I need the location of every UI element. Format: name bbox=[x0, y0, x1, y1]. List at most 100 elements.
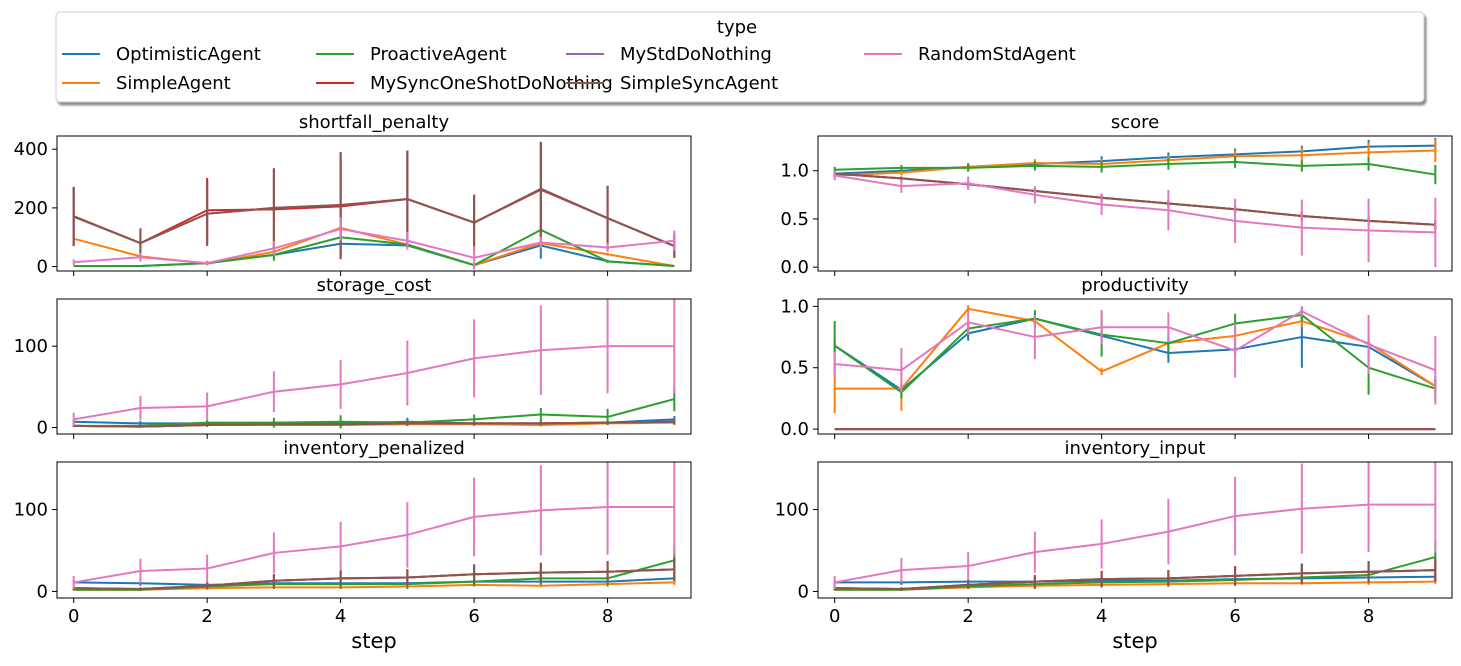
subplot-inventory_input: inventory_input 0 100 0 2 4 6 8 step bbox=[775, 438, 1453, 653]
y-tick-label: 400 bbox=[14, 139, 48, 160]
series-RandomStdAgent bbox=[72, 299, 676, 426]
series-line bbox=[73, 187, 675, 247]
x-tick-label: 0 bbox=[68, 606, 79, 627]
y-tick-label: 0.5 bbox=[780, 358, 809, 379]
series-line bbox=[73, 345, 675, 421]
series-line bbox=[834, 172, 1436, 226]
subplot-title: score bbox=[1111, 112, 1159, 133]
legend-entry: SimpleSyncAgent bbox=[566, 73, 778, 94]
subplot-shortfall_penalty: shortfall_penalty 0 200 400 bbox=[14, 112, 692, 278]
series-OptimisticAgent bbox=[833, 306, 1437, 396]
plot-area bbox=[72, 299, 676, 429]
y-tick-label: 0 bbox=[37, 581, 48, 602]
x-tick-label: 4 bbox=[335, 606, 346, 627]
axes-frame bbox=[56, 298, 692, 435]
plot-area bbox=[833, 137, 1437, 268]
plot-area bbox=[72, 462, 676, 591]
plot-area bbox=[833, 305, 1437, 431]
series-MySyncOneShotDoNothing bbox=[72, 557, 676, 591]
legend-entry: MyStdDoNothing bbox=[566, 44, 772, 65]
series-line bbox=[834, 174, 1436, 234]
x-tick-label: 4 bbox=[1096, 606, 1107, 627]
series-RandomStdAgent bbox=[833, 170, 1437, 268]
y-tick-label: 0.0 bbox=[780, 419, 809, 440]
legend-entry: SimpleAgent bbox=[62, 73, 231, 94]
series-SimpleSyncAgent bbox=[833, 558, 1437, 591]
series-line bbox=[73, 242, 675, 268]
y-tick-label: 100 bbox=[14, 336, 48, 357]
subplot-inventory_penalized: inventory_penalized 0 100 0 2 4 6 8 step bbox=[14, 438, 692, 653]
legend-entry: RandomStdAgent bbox=[864, 44, 1076, 65]
series-SimpleAgent bbox=[73, 210, 675, 267]
series-line bbox=[73, 568, 675, 590]
series-line bbox=[73, 187, 675, 247]
legend-label: MyStdDoNothing bbox=[620, 44, 772, 65]
series-SimpleAgent bbox=[833, 305, 1437, 414]
x-tick-label: 2 bbox=[201, 606, 212, 627]
series-OptimisticAgent bbox=[73, 232, 675, 268]
series-line bbox=[834, 144, 1436, 175]
subplot-title: inventory_penalized bbox=[283, 438, 465, 459]
series-MyStdDoNothing bbox=[833, 558, 1437, 591]
series-line bbox=[834, 556, 1436, 591]
subplot-title: storage_cost bbox=[317, 275, 432, 296]
series-RandomStdAgent bbox=[72, 462, 676, 589]
legend-entry: MySyncOneShotDoNothing bbox=[316, 73, 613, 94]
y-tick-label: 200 bbox=[14, 198, 48, 219]
subplots: shortfall_penalty0200400score0.00.51.0st… bbox=[14, 112, 1453, 653]
series-ProactiveAgent bbox=[833, 308, 1437, 401]
series-RandomStdAgent bbox=[833, 462, 1437, 589]
axes-frame bbox=[817, 135, 1453, 272]
y-tick-label: 0.5 bbox=[780, 209, 809, 230]
x-tick-label: 8 bbox=[1363, 606, 1374, 627]
series-line bbox=[834, 149, 1436, 177]
series-SimpleSyncAgent bbox=[833, 171, 1437, 230]
y-tick-label: 100 bbox=[775, 500, 809, 521]
legend-title: type bbox=[717, 17, 757, 38]
series-SimpleSyncAgent bbox=[72, 557, 676, 591]
series-line bbox=[73, 420, 675, 428]
x-axis-label: step bbox=[351, 629, 396, 653]
series-line bbox=[73, 506, 675, 584]
legend-label: MySyncOneShotDoNothing bbox=[370, 73, 613, 94]
y-tick-label: 0 bbox=[798, 581, 809, 602]
y-tick-label: 0 bbox=[37, 417, 48, 438]
legend-frame bbox=[55, 11, 1425, 103]
subplot-title: inventory_input bbox=[1065, 438, 1206, 459]
series-line bbox=[73, 188, 675, 247]
x-axis-label: step bbox=[1112, 629, 1157, 653]
plot-area bbox=[833, 462, 1437, 591]
series-line bbox=[834, 503, 1436, 584]
plot-area bbox=[72, 141, 676, 270]
axes-frame bbox=[56, 135, 692, 272]
series-RandomStdAgent bbox=[72, 217, 676, 270]
y-tick-label: 0 bbox=[37, 257, 48, 278]
x-tick-label: 8 bbox=[602, 606, 613, 627]
subplot-title: productivity bbox=[1081, 275, 1189, 296]
series-line bbox=[834, 161, 1436, 176]
axes-frame bbox=[817, 461, 1453, 599]
series-line bbox=[73, 228, 675, 265]
series-line bbox=[834, 313, 1436, 394]
y-tick-label: 100 bbox=[14, 500, 48, 521]
legend-label: ProactiveAgent bbox=[370, 44, 507, 65]
series-MySyncOneShotDoNothing bbox=[833, 558, 1437, 591]
series-line bbox=[834, 575, 1436, 584]
legend-entry: OptimisticAgent bbox=[62, 44, 261, 65]
legend-label: RandomStdAgent bbox=[918, 44, 1076, 65]
x-tick-label: 0 bbox=[829, 606, 840, 627]
subplot-storage_cost: storage_cost 0 100 bbox=[14, 275, 692, 439]
axes-frame bbox=[817, 298, 1453, 435]
y-tick-label: 1.0 bbox=[780, 161, 809, 182]
legend: type OptimisticAgent SimpleAgent Proactive… bbox=[55, 11, 1425, 103]
x-tick-label: 6 bbox=[468, 606, 479, 627]
subplot-score: score 0.0 0.5 1.0 bbox=[780, 112, 1453, 278]
series-line bbox=[73, 398, 675, 427]
axes-frame bbox=[56, 461, 692, 599]
x-tick-label: 2 bbox=[962, 606, 973, 627]
subplot-productivity: productivity 0.0 0.5 1.0 bbox=[780, 275, 1453, 440]
subplot-title: shortfall_penalty bbox=[299, 112, 450, 133]
legend-label: SimpleAgent bbox=[116, 73, 231, 94]
legend-entry: ProactiveAgent bbox=[316, 44, 507, 65]
